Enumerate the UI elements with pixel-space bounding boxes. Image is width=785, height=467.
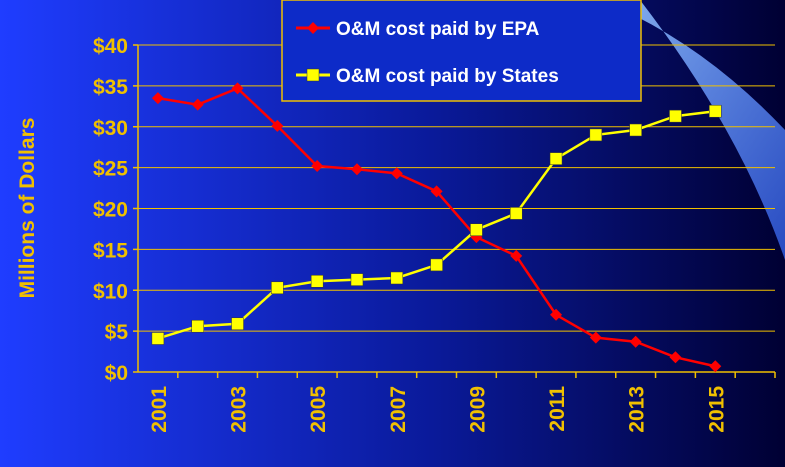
y-tick-label: $25	[93, 158, 128, 181]
y-tick-label: $40	[93, 35, 128, 58]
y-tick-label: $20	[93, 199, 128, 222]
point	[271, 281, 284, 295]
point	[311, 159, 324, 172]
x-tick-label: 2005	[307, 386, 330, 433]
point	[231, 317, 244, 331]
point	[430, 185, 443, 198]
point	[550, 308, 563, 321]
point	[669, 351, 682, 364]
point	[310, 275, 324, 288]
y-tick-label: $10	[93, 280, 128, 303]
x-tick-label: 2011	[546, 386, 569, 432]
point	[470, 223, 483, 237]
legend-label: O&M cost paid by States	[336, 66, 559, 87]
point	[390, 271, 404, 285]
y-tick-label: $0	[105, 362, 128, 385]
point	[589, 331, 602, 344]
point	[709, 360, 722, 373]
x-tick-label: 2009	[466, 386, 489, 433]
point	[629, 123, 642, 137]
point	[231, 82, 244, 95]
legend-marker	[306, 68, 320, 82]
legend-label: O&M cost paid by EPA	[336, 19, 540, 40]
point	[709, 104, 722, 118]
point	[509, 207, 523, 220]
x-tick-label: 2013	[626, 386, 649, 433]
point	[589, 128, 603, 142]
x-tick-label: 2015	[705, 386, 728, 433]
point	[350, 273, 364, 286]
point	[390, 167, 403, 180]
legend-marker	[307, 22, 319, 34]
x-tick-label: 2003	[228, 386, 251, 433]
point	[271, 119, 284, 132]
point	[151, 92, 164, 105]
point	[669, 109, 682, 123]
point	[629, 335, 642, 348]
y-axis-label: Millions of Dollars	[16, 118, 39, 299]
point	[191, 98, 204, 111]
legend	[281, 0, 642, 102]
y-tick-label: $5	[105, 321, 129, 344]
point	[510, 249, 523, 262]
point	[191, 319, 204, 333]
y-tick-label: $35	[93, 76, 128, 99]
x-tick-label: 2001	[148, 386, 171, 433]
point	[549, 152, 563, 165]
point	[430, 258, 443, 272]
y-tick-label: $30	[93, 117, 128, 140]
swoosh	[600, 0, 785, 260]
y-tick-label: $15	[93, 239, 128, 262]
point	[350, 163, 363, 176]
x-tick-label: 2007	[387, 386, 410, 433]
point	[151, 332, 165, 345]
